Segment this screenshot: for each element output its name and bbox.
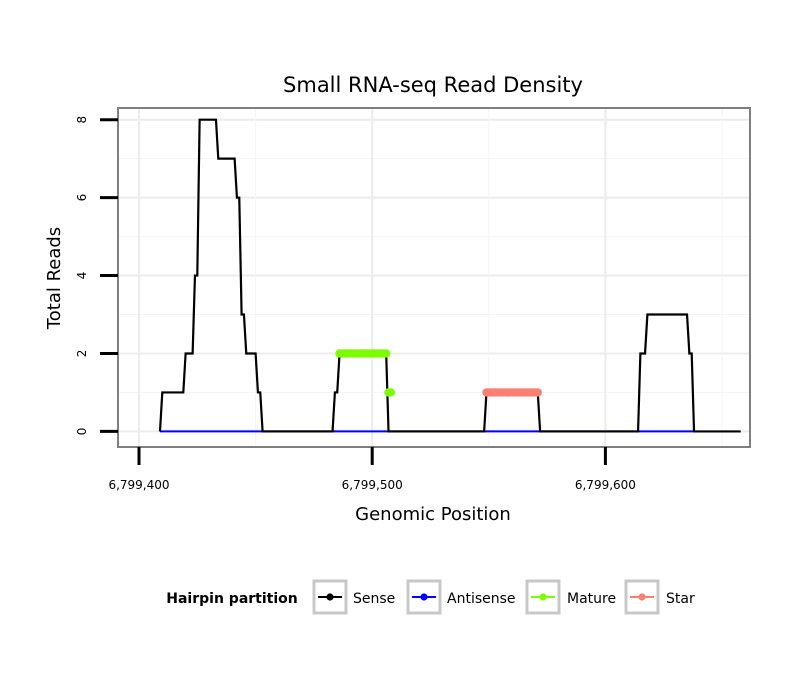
y-tick-label: 0 <box>75 428 89 436</box>
series-layer <box>158 118 741 433</box>
plot-panel <box>117 107 751 448</box>
legend-label-star: Star <box>666 591 695 607</box>
legend: Hairpin partition Sense Antisense Mature St… <box>166 579 695 615</box>
data-point-mature <box>381 349 391 358</box>
y-tick-label: 8 <box>75 116 89 124</box>
x-tick-label: 6,799,400 <box>108 478 169 492</box>
x-axis-label: Genomic Position <box>355 504 511 525</box>
y-tick-label: 4 <box>75 272 89 280</box>
x-tick-label: 6,799,600 <box>575 478 636 492</box>
legend-point-sense <box>326 593 334 601</box>
y-tick-label: 6 <box>75 194 89 202</box>
y-axis-label: Total Reads <box>44 227 65 330</box>
legend-point-antisense <box>420 593 428 601</box>
legend-label-antisense: Antisense <box>447 591 516 607</box>
data-point-mature <box>386 388 396 397</box>
x-tick-label: 6,799,500 <box>342 478 403 492</box>
legend-label-sense: Sense <box>353 591 395 607</box>
chart-title: Small RNA-seq Read Density <box>283 73 583 97</box>
axes: 0 2 4 6 8 6,799,400 6,799,500 6,799,600 <box>75 116 636 492</box>
legend-title: Hairpin partition <box>166 591 297 607</box>
y-tick-label: 2 <box>75 350 89 358</box>
data-point-star <box>533 388 542 397</box>
series-line-sense <box>158 118 741 433</box>
legend-label-mature: Mature <box>567 591 616 607</box>
legend-point-mature <box>539 593 547 601</box>
legend-point-star <box>638 593 646 601</box>
